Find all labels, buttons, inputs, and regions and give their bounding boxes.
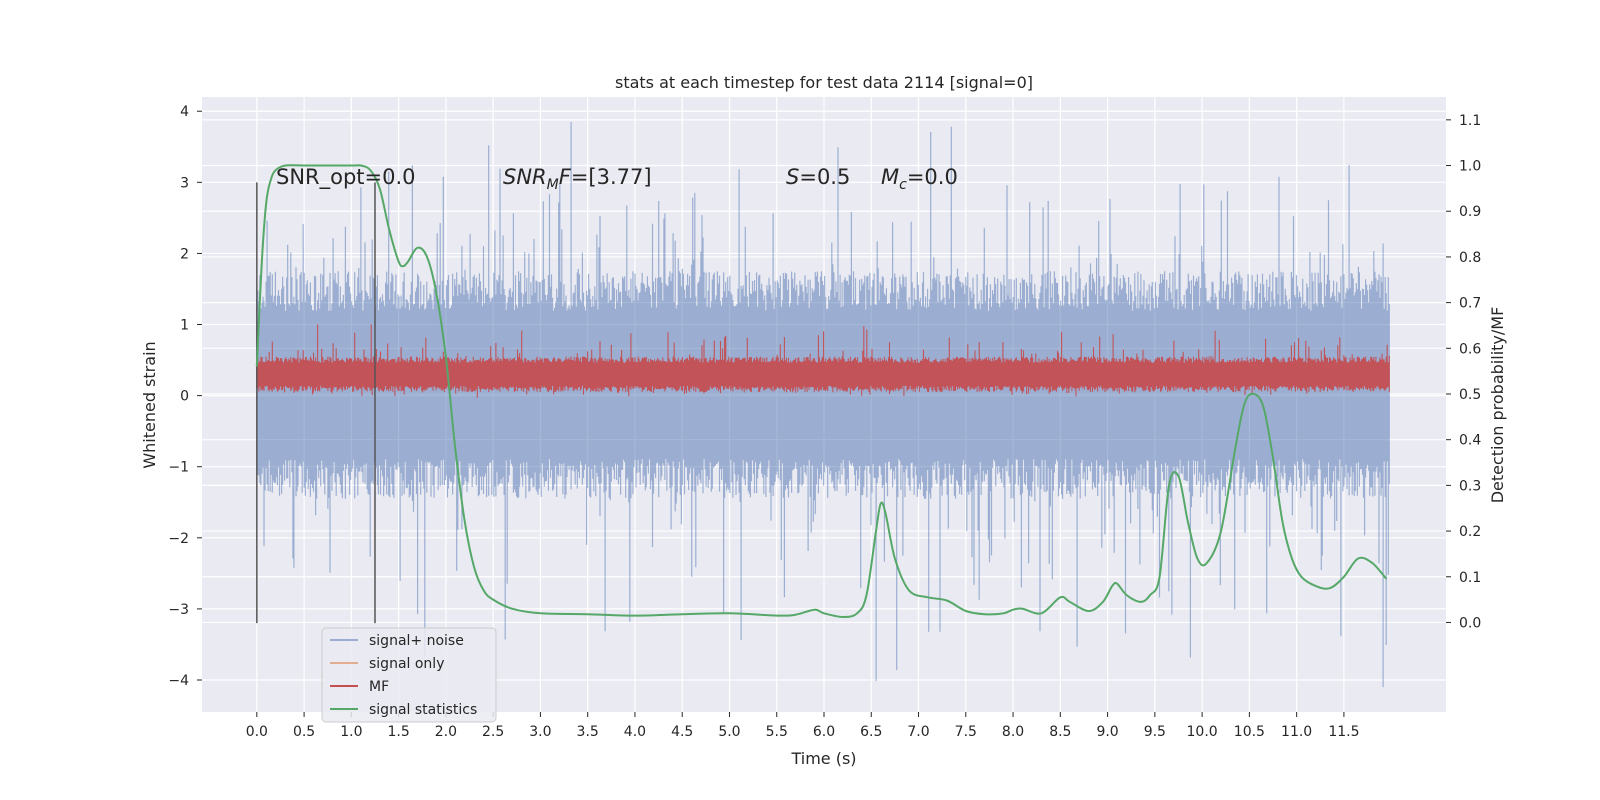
mc-symbol: M: [881, 165, 899, 189]
x-tick-label: 5.5: [766, 724, 788, 740]
legend-box: [321, 627, 497, 723]
x-tick-label: 2.5: [482, 724, 504, 740]
y2-tick-label: 1.0: [1459, 159, 1481, 175]
y2-tick-label: 0.6: [1459, 341, 1481, 357]
x-tick-label: 6.5: [860, 724, 882, 740]
annotation-snr-mf: SNRMF=[3.77]: [503, 165, 652, 193]
chart-title: stats at each timestep for test data 211…: [615, 73, 1033, 92]
x-tick-label: 7.0: [907, 724, 929, 740]
y2-tick-label: 0.9: [1459, 204, 1481, 220]
mc-value: =0.0: [907, 165, 958, 189]
snr-mf-f: F: [559, 165, 572, 189]
y-axis-label: Whitened strain: [140, 341, 159, 468]
y2-tick-label: 0.1: [1459, 570, 1481, 586]
y-tick-label: 1: [180, 318, 189, 334]
y-tick-label: 3: [180, 175, 189, 191]
annotation-s: S=0.5: [786, 165, 850, 189]
x-tick-label: 3.5: [577, 724, 599, 740]
x-tick-label: 11.0: [1281, 724, 1312, 740]
y2-tick-label: 0.4: [1459, 433, 1481, 449]
legend-label-signal-plus-noise: signal+ noise: [369, 633, 464, 649]
y2-axis-label: Detection probability/MF: [1488, 307, 1507, 504]
legend: signal+ noise signal only MF signal stat…: [321, 627, 497, 723]
series-signal-statistics: [255, 164, 1388, 619]
x-tick-label: 10.0: [1187, 724, 1218, 740]
y2-tick-label: 0.2: [1459, 524, 1481, 540]
y2-tick-label: 0.5: [1459, 387, 1481, 403]
s-symbol: S: [786, 165, 799, 189]
s-value: =0.5: [799, 165, 850, 189]
x-tick-label: 9.0: [1096, 724, 1118, 740]
y2-tick-label: 1.1: [1459, 113, 1481, 129]
x-tick-label: 5.0: [718, 724, 740, 740]
x-tick-label: 4.5: [671, 724, 693, 740]
x-tick-label: 8.0: [1002, 724, 1024, 740]
y-axis-ticks: 4 3 2 1 0 −1 −2 −3 −4: [168, 104, 202, 689]
x-tick-label: 1.5: [387, 724, 409, 740]
y-tick-label: 0: [180, 389, 189, 405]
x-axis-ticks: 0.0 0.5 1.0 1.5 2.0 2.5 3.0 3.5 4.0 4.5 5.0 5.5 6.0 6…: [246, 712, 1359, 740]
x-tick-label: 3.0: [529, 724, 551, 740]
y2-tick-label: 0.3: [1459, 478, 1481, 494]
y-tick-label: 2: [180, 246, 189, 262]
x-axis-label: Time (s): [790, 749, 856, 768]
x-tick-label: 7.5: [955, 724, 977, 740]
y-tick-label: −1: [168, 460, 189, 476]
y2-axis-ticks: 1.1 1.0 0.9 0.8 0.7 0.6 0.5 0.4 0.3 0.2 0.1 0.0: [1446, 113, 1481, 631]
x-tick-label: 0.5: [293, 724, 315, 740]
x-tick-label: 6.0: [813, 724, 835, 740]
x-tick-label: 0.0: [246, 724, 268, 740]
x-tick-label: 11.5: [1328, 724, 1359, 740]
x-tick-label: 1.0: [340, 724, 362, 740]
y2-tick-label: 0.7: [1459, 296, 1481, 312]
snr-mf-value: =[3.77]: [571, 165, 652, 189]
legend-label-mf: MF: [369, 679, 389, 695]
y2-tick-label: 0.0: [1459, 615, 1481, 631]
vertical-markers: [256, 182, 376, 624]
y-tick-label: −4: [168, 673, 189, 689]
snr-mf-symbol: SNR: [503, 165, 547, 189]
y-tick-label: −2: [168, 531, 189, 547]
x-tick-label: 2.0: [435, 724, 457, 740]
x-tick-label: 4.0: [624, 724, 646, 740]
snr-mf-subscript: M: [547, 177, 559, 193]
annotation-mc: Mc=0.0: [881, 165, 958, 193]
x-tick-label: 9.5: [1144, 724, 1166, 740]
x-tick-label: 8.5: [1049, 724, 1071, 740]
legend-label-signal-statistics: signal statistics: [369, 702, 477, 718]
x-tick-label: 10.5: [1234, 724, 1265, 740]
y-tick-label: 4: [180, 104, 189, 120]
signal-statistics-line: [255, 164, 1388, 619]
legend-label-signal-only: signal only: [369, 656, 444, 672]
y2-tick-label: 0.8: [1459, 250, 1481, 266]
mc-subscript: c: [899, 177, 907, 193]
y-tick-label: −3: [168, 602, 189, 618]
annotation-snr-opt: SNR_opt=0.0: [276, 165, 416, 190]
